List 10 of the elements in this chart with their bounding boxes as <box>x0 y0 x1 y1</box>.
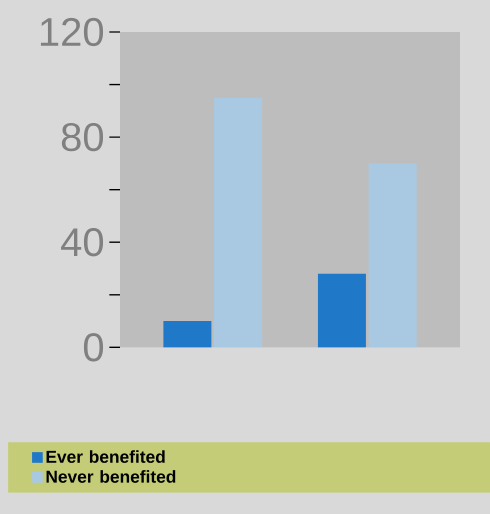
y-tick-label: 40 <box>61 228 104 256</box>
bar <box>318 274 366 348</box>
legend-label: Ever benefited <box>46 450 165 463</box>
bar <box>163 321 212 348</box>
y-tick-label: 0 <box>84 333 104 362</box>
y-tick-label: 120 <box>40 18 104 46</box>
y-tick-label: 80 <box>62 122 104 152</box>
legend-label: Never benefited <box>46 470 176 483</box>
bar <box>368 163 417 348</box>
bar <box>214 98 262 348</box>
